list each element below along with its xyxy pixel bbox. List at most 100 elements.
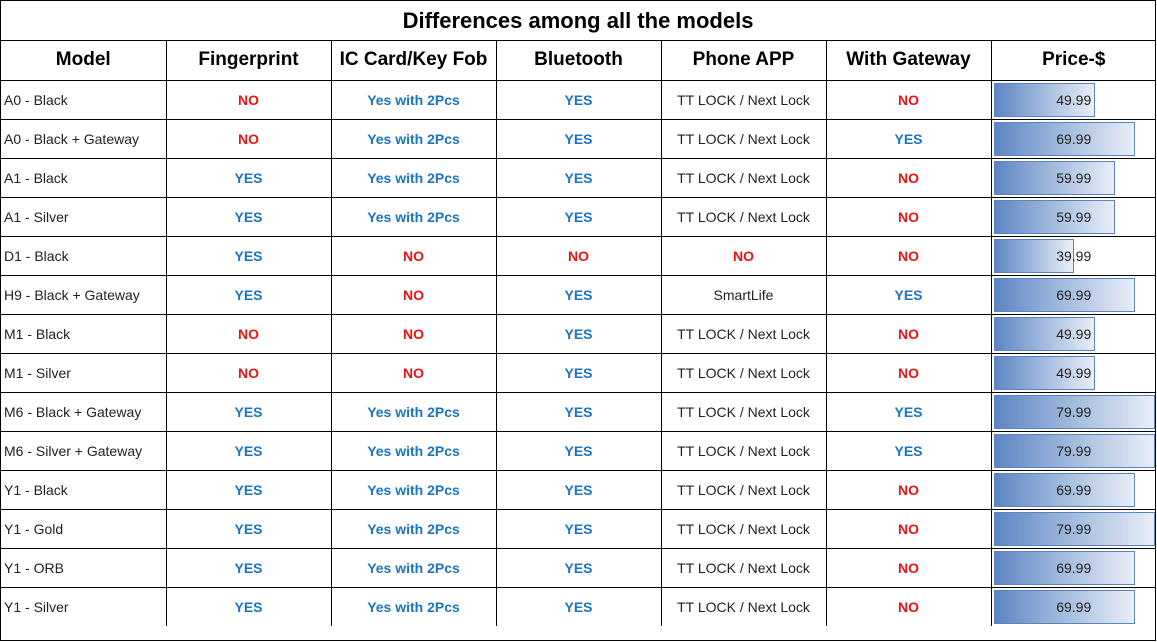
- price-data-bar: [993, 82, 1095, 117]
- table-row: M6 - Silver + Gateway YES Yes with 2Pcs YES…: [1, 430, 1156, 471]
- gateway-cell: NO: [825, 469, 992, 510]
- table-row: Y1 - Black YES Yes with 2Pcs YES TT LOCK / N…: [1, 469, 1156, 510]
- gateway-cell: NO: [825, 547, 992, 588]
- phone-app-cell: NO: [660, 235, 827, 276]
- table-row: Y1 - ORB YES Yes with 2Pcs YES TT LOCK / Nex…: [1, 547, 1156, 588]
- gateway-cell: NO: [825, 508, 992, 549]
- gateway-cell: NO: [825, 235, 992, 276]
- table-row: M1 - Silver NO NO YES TT LOCK / Next Lock NO 4…: [1, 352, 1156, 393]
- price-data-bar: [993, 511, 1155, 546]
- price-value: 69.99: [1056, 130, 1092, 147]
- bluetooth-cell: YES: [495, 79, 662, 120]
- gateway-cell: NO: [825, 586, 992, 626]
- price-value: 79.99: [1056, 442, 1092, 459]
- phone-app-cell: TT LOCK / Next Lock: [660, 313, 827, 354]
- price-data-bar: [993, 433, 1155, 468]
- price-cell: 69.99: [990, 469, 1156, 510]
- model-cell: M1 - Silver: [1, 352, 167, 393]
- model-cell: Y1 - Silver: [1, 586, 167, 626]
- bluetooth-cell: YES: [495, 586, 662, 626]
- ic-card-cell: Yes with 2Pcs: [330, 586, 497, 626]
- table-row: A0 - Black NO Yes with 2Pcs YES TT LOCK / Ne…: [1, 79, 1156, 120]
- fingerprint-cell: YES: [165, 274, 332, 315]
- price-data-bar: [993, 316, 1095, 351]
- price-cell: 79.99: [990, 430, 1156, 471]
- table-row: A1 - Silver YES Yes with 2Pcs YES TT LOCK / …: [1, 196, 1156, 237]
- header-ic-card: IC Card/Key Fob: [330, 41, 497, 81]
- bluetooth-cell: YES: [495, 430, 662, 471]
- fingerprint-cell: YES: [165, 508, 332, 549]
- price-cell: 79.99: [990, 508, 1156, 549]
- fingerprint-cell: NO: [165, 352, 332, 393]
- price-value: 59.99: [1056, 208, 1092, 225]
- gateway-cell: NO: [825, 352, 992, 393]
- ic-card-cell: Yes with 2Pcs: [330, 157, 497, 198]
- model-cell: M6 - Black + Gateway: [1, 391, 167, 432]
- phone-app-cell: TT LOCK / Next Lock: [660, 196, 827, 237]
- model-cell: A1 - Silver: [1, 196, 167, 237]
- ic-card-cell: Yes with 2Pcs: [330, 196, 497, 237]
- gateway-cell: NO: [825, 196, 992, 237]
- price-cell: 69.99: [990, 118, 1156, 159]
- bluetooth-cell: YES: [495, 508, 662, 549]
- bluetooth-cell: YES: [495, 196, 662, 237]
- ic-card-cell: NO: [330, 352, 497, 393]
- ic-card-cell: NO: [330, 235, 497, 276]
- bluetooth-cell: YES: [495, 157, 662, 198]
- phone-app-cell: TT LOCK / Next Lock: [660, 430, 827, 471]
- model-cell: Y1 - ORB: [1, 547, 167, 588]
- price-cell: 49.99: [990, 313, 1156, 354]
- price-cell: 69.99: [990, 274, 1156, 315]
- price-cell: 49.99: [990, 352, 1156, 393]
- bluetooth-cell: YES: [495, 469, 662, 510]
- table-body: A0 - Black NO Yes with 2Pcs YES TT LOCK / Ne…: [1, 79, 1156, 626]
- gateway-cell: YES: [825, 118, 992, 159]
- price-cell: 69.99: [990, 547, 1156, 588]
- fingerprint-cell: YES: [165, 547, 332, 588]
- price-value: 49.99: [1056, 325, 1092, 342]
- ic-card-cell: Yes with 2Pcs: [330, 469, 497, 510]
- table-row: M6 - Black + Gateway YES Yes with 2Pcs YES T…: [1, 391, 1156, 432]
- phone-app-cell: TT LOCK / Next Lock: [660, 79, 827, 120]
- price-value: 49.99: [1056, 364, 1092, 381]
- bluetooth-cell: NO: [495, 235, 662, 276]
- ic-card-cell: Yes with 2Pcs: [330, 508, 497, 549]
- bluetooth-cell: YES: [495, 274, 662, 315]
- bluetooth-cell: YES: [495, 352, 662, 393]
- price-data-bar: [993, 160, 1115, 195]
- price-value: 39.99: [1056, 247, 1092, 264]
- fingerprint-cell: NO: [165, 313, 332, 354]
- header-phone-app: Phone APP: [660, 41, 827, 81]
- price-data-bar: [993, 277, 1135, 312]
- fingerprint-cell: NO: [165, 118, 332, 159]
- gateway-cell: YES: [825, 430, 992, 471]
- gateway-cell: NO: [825, 313, 992, 354]
- bluetooth-cell: YES: [495, 547, 662, 588]
- model-cell: M1 - Black: [1, 313, 167, 354]
- ic-card-cell: NO: [330, 274, 497, 315]
- model-cell: M6 - Silver + Gateway: [1, 430, 167, 471]
- fingerprint-cell: NO: [165, 79, 332, 120]
- price-data-bar: [993, 472, 1135, 507]
- header-gateway: With Gateway: [825, 41, 992, 81]
- price-cell: 39.99: [990, 235, 1156, 276]
- price-value: 69.99: [1056, 598, 1092, 615]
- price-value: 69.99: [1056, 559, 1092, 576]
- header-bluetooth: Bluetooth: [495, 41, 662, 81]
- ic-card-cell: Yes with 2Pcs: [330, 430, 497, 471]
- fingerprint-cell: YES: [165, 586, 332, 626]
- price-cell: 69.99: [990, 586, 1156, 626]
- fingerprint-cell: YES: [165, 391, 332, 432]
- model-cell: A0 - Black: [1, 79, 167, 120]
- gateway-cell: NO: [825, 79, 992, 120]
- header-row: Model Fingerprint IC Card/Key Fob Blueto…: [1, 41, 1156, 81]
- price-data-bar: [993, 394, 1155, 429]
- price-cell: 59.99: [990, 196, 1156, 237]
- table-row: M1 - Black NO NO YES TT LOCK / Next Lock NO 49…: [1, 313, 1156, 354]
- price-data-bar: [993, 199, 1115, 234]
- phone-app-cell: TT LOCK / Next Lock: [660, 586, 827, 626]
- model-cell: Y1 - Gold: [1, 508, 167, 549]
- header-price: Price-$: [990, 41, 1156, 81]
- table-row: A0 - Black + Gateway NO Yes with 2Pcs YES TT…: [1, 118, 1156, 159]
- models-table: Model Fingerprint IC Card/Key Fob Blueto…: [1, 41, 1156, 626]
